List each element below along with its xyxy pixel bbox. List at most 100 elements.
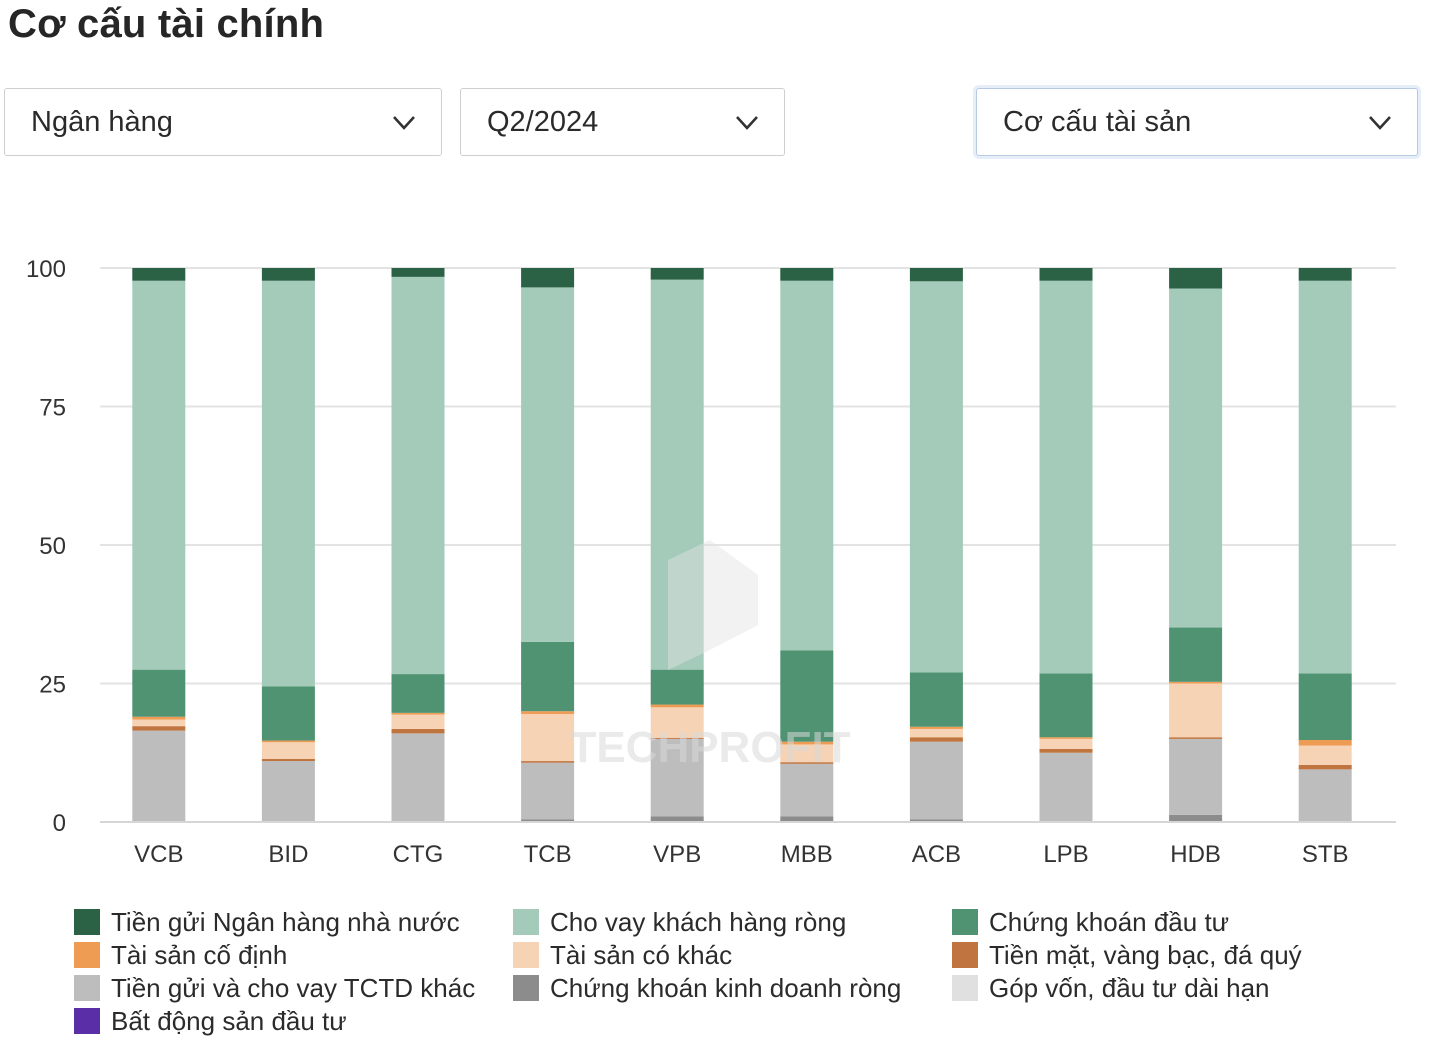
x-tick-label: ACB xyxy=(912,841,961,868)
bar-segment xyxy=(132,719,186,727)
industry-select-value: Ngân hàng xyxy=(31,105,173,138)
bar-stack-vpb xyxy=(650,268,704,822)
bar-segment xyxy=(391,714,445,729)
bar-segment xyxy=(1169,681,1223,684)
bar-stack-stb xyxy=(1298,268,1352,822)
legend-item[interactable]: Chứng khoán đầu tư xyxy=(952,907,1229,937)
bar-segment xyxy=(780,280,834,651)
bar-segment xyxy=(780,650,834,742)
bar-segment xyxy=(909,728,963,738)
bar-segment xyxy=(1298,268,1352,281)
period-select-value: Q2/2024 xyxy=(487,105,599,138)
bar-segment xyxy=(650,737,704,739)
chevron-down-icon xyxy=(736,116,758,130)
bar-segment xyxy=(780,762,834,764)
bar-segment xyxy=(1039,752,1093,822)
legend-label: Tài sản có khác xyxy=(550,939,733,970)
bar-segment xyxy=(1298,764,1352,770)
bar-segment xyxy=(909,737,963,742)
legend-swatch xyxy=(952,909,978,935)
bar-segment xyxy=(391,733,445,822)
y-tick-label: 25 xyxy=(39,672,66,699)
bar-segment xyxy=(1169,738,1223,815)
legend-item[interactable]: Tài sản cố định xyxy=(74,940,287,970)
legend-item[interactable]: Tiền gửi và cho vay TCTD khác xyxy=(74,973,475,1003)
legend-swatch xyxy=(74,909,100,935)
bar-segment xyxy=(521,641,575,712)
bar-segment xyxy=(521,713,575,762)
legend-item[interactable]: Góp vốn, đầu tư dài hạn xyxy=(952,973,1270,1003)
y-tick-label: 100 xyxy=(26,256,66,283)
bar-segment xyxy=(132,726,186,731)
bar-segment xyxy=(1169,737,1223,739)
period-select[interactable]: Q2/2024 xyxy=(460,88,785,156)
bar-segment xyxy=(1298,740,1352,746)
legend-item[interactable]: Tiền mặt, vàng bạc, đá quý xyxy=(952,940,1302,970)
watermark-logo-icon xyxy=(668,540,758,670)
bar-segment xyxy=(1169,814,1223,822)
bar-stack-tcb xyxy=(521,268,575,822)
legend-item[interactable]: Chứng khoán kinh doanh ròng xyxy=(513,973,901,1003)
legend-item[interactable]: Tài sản có khác xyxy=(513,940,732,970)
bar-segment xyxy=(650,738,704,817)
bar-stack-acb xyxy=(909,268,963,822)
bar-stack-lpb xyxy=(1039,268,1093,822)
page-title: Cơ cấu tài chính xyxy=(8,2,325,46)
bar-segment xyxy=(650,268,704,280)
bar-segment xyxy=(650,707,704,738)
bar-stack-mbb xyxy=(780,268,834,822)
bar-segment xyxy=(1039,748,1093,753)
bar-segment xyxy=(391,712,445,715)
bar-segment xyxy=(650,816,704,822)
bar-segment xyxy=(1169,288,1223,628)
legend-item[interactable]: Cho vay khách hàng ròng xyxy=(513,907,846,937)
legend-item[interactable]: Tiền gửi Ngân hàng nhà nước xyxy=(74,907,460,937)
x-tick-label: CTG xyxy=(393,841,444,868)
x-tick-label: VCB xyxy=(134,841,183,868)
bar-segment xyxy=(909,672,963,727)
bar-segment xyxy=(132,716,186,720)
chevron-down-icon xyxy=(1369,116,1391,130)
bar-segment xyxy=(650,669,704,705)
bar-segment xyxy=(132,669,186,717)
bar-stack-ctg xyxy=(391,268,445,822)
bar-segment xyxy=(1169,683,1223,738)
legend-swatch xyxy=(952,942,978,968)
bar-stack-vcb xyxy=(132,268,186,822)
bar-segment xyxy=(1298,769,1352,822)
legend-swatch xyxy=(74,1008,100,1034)
x-tick-label: BID xyxy=(268,841,308,868)
legend-label: Tiền gửi Ngân hàng nhà nước xyxy=(111,906,460,937)
bar-stack-bid xyxy=(261,268,315,822)
bar-segment xyxy=(650,704,704,708)
bar-segment xyxy=(1039,737,1093,739)
bar-segment xyxy=(1169,268,1223,289)
chevron-down-icon xyxy=(393,116,415,130)
bar-segment xyxy=(521,819,575,822)
bar-segment xyxy=(391,728,445,734)
x-tick-label: MBB xyxy=(781,841,833,868)
watermark-text: TECHPROFIT xyxy=(569,723,850,772)
legend-label: Bất động sản đầu tư xyxy=(111,1005,347,1036)
bar-segment xyxy=(780,816,834,822)
y-tick-label: 50 xyxy=(39,533,66,560)
x-tick-label: VPB xyxy=(653,841,701,868)
x-tick-label: STB xyxy=(1302,841,1349,868)
bar-segment xyxy=(132,280,186,670)
structure-select[interactable]: Cơ cấu tài sản xyxy=(976,88,1418,156)
bar-segment xyxy=(261,268,315,281)
bar-segment xyxy=(391,276,445,675)
legend-item[interactable]: Bất động sản đầu tư xyxy=(74,1006,347,1036)
bar-segment xyxy=(391,674,445,713)
y-tick-label: 75 xyxy=(39,395,66,422)
legend-swatch xyxy=(952,975,978,1001)
bar-segment xyxy=(909,281,963,673)
structure-select-value: Cơ cấu tài sản xyxy=(1003,105,1192,138)
legend-label: Góp vốn, đầu tư dài hạn xyxy=(989,972,1270,1003)
bar-segment xyxy=(1039,268,1093,281)
industry-select[interactable]: Ngân hàng xyxy=(4,88,442,156)
bar-segment xyxy=(780,763,834,817)
bar-segment xyxy=(521,762,575,820)
bar-segment xyxy=(1298,673,1352,741)
bar-segment xyxy=(521,268,575,288)
